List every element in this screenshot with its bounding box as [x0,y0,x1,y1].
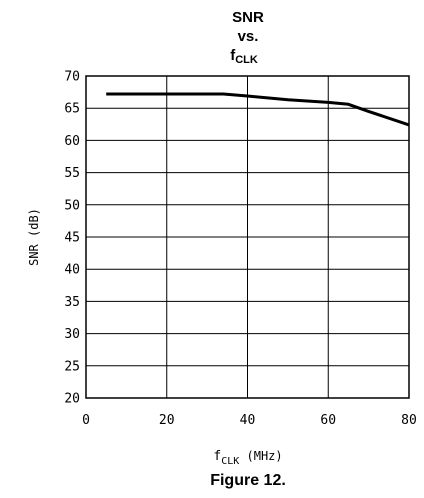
x-tick-label-60: 60 [320,413,336,428]
chart-title-line2: vs. [238,28,259,45]
data-series [106,92,410,127]
y-tick-label-20: 20 [64,392,80,407]
y-tick-label-25: 25 [64,359,80,374]
y-tick-label-60: 60 [64,134,80,149]
x-axis-label-f: f [213,449,221,464]
y-tick-label-40: 40 [64,263,80,278]
y-axis-ticks: 20 25 30 35 40 45 50 55 60 65 70 [64,70,80,407]
x-axis-label-clk-subscript: CLK [221,456,239,467]
x-axis-label-unit: (MHz) [239,449,282,463]
y-axis-label: SNR (dB) [27,208,41,266]
snr-series-line-0 [106,92,410,127]
y-tick-label-70: 70 [64,70,80,85]
y-tick-label-35: 35 [64,295,80,310]
x-tick-label-80: 80 [401,413,417,428]
y-tick-label-50: 50 [64,198,80,213]
x-tick-label-20: 20 [159,413,175,428]
y-tick-label-65: 65 [64,102,80,117]
chart-title-clk-subscript: CLK [235,54,258,66]
y-tick-label-55: 55 [64,166,80,181]
chart-title-f: f [230,47,236,64]
chart-title-line1: SNR [232,9,264,26]
x-axis-ticks: 0 20 40 60 80 [82,413,417,428]
y-tick-label-30: 30 [64,327,80,342]
y-tick-label-45: 45 [64,231,80,246]
figure-caption: Figure 12. [210,472,286,489]
x-axis-label: fCLK (MHz) [213,449,282,467]
x-tick-label-40: 40 [240,413,256,428]
chart-title-line3: fCLK [230,47,258,66]
x-tick-label-0: 0 [82,413,90,428]
